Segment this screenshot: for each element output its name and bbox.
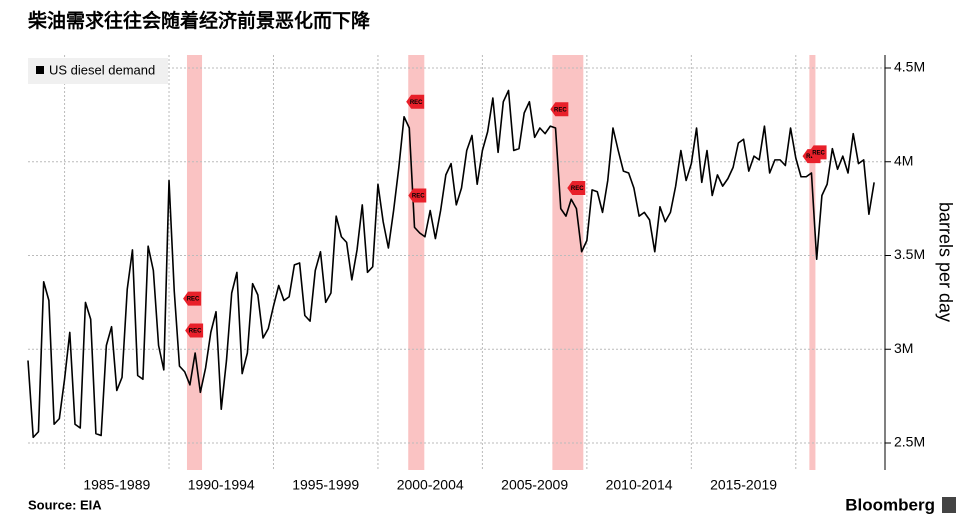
recession-band — [552, 55, 584, 470]
recession-band — [408, 55, 425, 470]
data-line — [27, 89, 875, 439]
rec-label: REC — [189, 329, 202, 335]
legend-swatch — [36, 66, 44, 74]
rec-marker — [408, 188, 427, 203]
brand-icon — [942, 497, 956, 513]
chart-title: 柴油需求往往会随着经济前景恶化而下降 — [27, 9, 371, 32]
rec-label: REC — [571, 186, 584, 192]
rec-marker — [808, 145, 827, 160]
source: Source: EIA — [28, 497, 102, 512]
x-tick-label: 2010-2014 — [606, 477, 673, 493]
x-tick-label: 2000-2004 — [397, 477, 464, 493]
y-tick-label: 4M — [894, 152, 913, 168]
legend-box — [28, 58, 168, 84]
x-tick-label: 1990-1994 — [188, 477, 255, 493]
x-tick-label: 1985-1989 — [83, 477, 150, 493]
rec-marker — [567, 181, 586, 195]
rec-label: REC — [187, 297, 200, 303]
x-tick-label: 2015-2019 — [710, 477, 777, 493]
y-axis-label: barrels per day — [935, 202, 955, 322]
recession-band — [186, 55, 203, 470]
rec-marker — [406, 94, 425, 109]
rec-label: REC — [412, 194, 425, 200]
x-tick-label: 2005-2009 — [501, 477, 568, 493]
x-tick-label: 1995-1999 — [292, 477, 359, 493]
legend-label: US diesel demand — [49, 62, 155, 77]
recession-band — [809, 55, 816, 470]
rec-marker — [185, 323, 204, 338]
y-tick-label: 2.5M — [894, 434, 925, 450]
y-tick-label: 4.5M — [894, 59, 925, 75]
y-tick-label: 3M — [894, 340, 913, 356]
rec-label: REC — [554, 107, 567, 113]
y-tick-label: 3.5M — [894, 246, 925, 262]
rec-label: REC — [812, 150, 825, 156]
brand: Bloomberg — [845, 495, 935, 514]
rec-marker — [183, 291, 202, 306]
rec-label: REC — [410, 100, 423, 106]
rec-marker — [550, 102, 569, 117]
